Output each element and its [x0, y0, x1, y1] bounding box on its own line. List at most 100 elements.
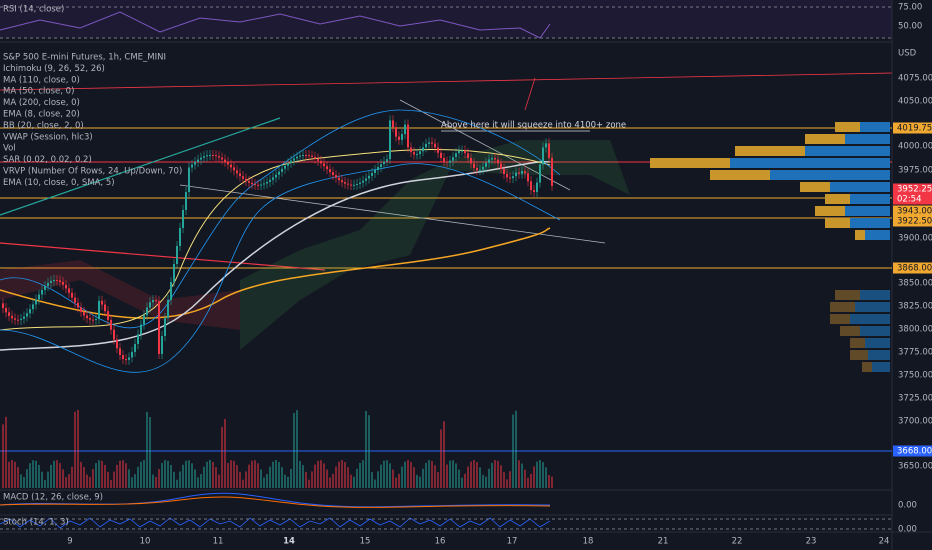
- candle-body: [11, 315, 13, 319]
- volume-bar: [236, 465, 238, 488]
- volume-bar: [221, 426, 223, 488]
- candle-body: [461, 150, 463, 152]
- profile-down: [825, 218, 850, 228]
- volume-bar: [299, 460, 301, 488]
- candle-body: [482, 166, 484, 170]
- volume-bar: [365, 410, 367, 488]
- volume-bar: [131, 477, 133, 488]
- candle-body: [422, 147, 424, 152]
- candle-body: [548, 143, 550, 158]
- candle-body: [77, 302, 79, 308]
- volume-bar: [218, 474, 220, 488]
- volume-bar: [104, 464, 106, 488]
- volume-bar: [293, 412, 295, 488]
- candle-body: [236, 170, 238, 174]
- volume-bar: [509, 471, 511, 488]
- volume-bar: [476, 462, 478, 488]
- candle-body: [383, 161, 385, 165]
- volume-bar: [83, 466, 85, 488]
- currency: USD: [898, 49, 917, 59]
- candle-body: [374, 169, 376, 173]
- price-axis-label: 3725.00: [898, 394, 932, 404]
- volume-bar: [245, 471, 247, 488]
- volume-bar: [491, 462, 493, 488]
- candle-body: [509, 177, 511, 179]
- candle-body: [281, 168, 283, 172]
- candle-body: [302, 155, 304, 157]
- volume-bar: [269, 466, 271, 488]
- profile-up: [830, 182, 890, 192]
- volume-bar: [443, 421, 445, 488]
- volume-bar: [284, 474, 286, 488]
- candle-body: [356, 183, 358, 185]
- candle-body: [200, 157, 202, 160]
- candle-body: [293, 158, 295, 161]
- volume-bar: [473, 460, 475, 488]
- volume-bar: [533, 466, 535, 488]
- candle-body: [488, 159, 490, 163]
- volume-bar: [329, 477, 331, 488]
- profile-up: [860, 122, 890, 132]
- rsi-label: RSI (14, close): [3, 5, 64, 15]
- profile-up: [850, 194, 890, 204]
- volume-bar: [317, 460, 319, 488]
- candle-body: [479, 169, 481, 171]
- profile-down: [815, 206, 845, 216]
- volume-bar: [8, 461, 10, 488]
- volume-bar: [308, 479, 310, 488]
- candle-body: [506, 173, 508, 178]
- candle-body: [269, 179, 271, 182]
- volume-bar: [116, 464, 118, 488]
- volume-bar: [194, 469, 196, 488]
- candle-body: [197, 159, 199, 162]
- candle-body: [239, 173, 241, 177]
- volume-bar: [32, 460, 34, 488]
- stoch-axis-label: 0.00: [898, 525, 917, 535]
- candle-body: [209, 155, 211, 157]
- time-axis-label: 14: [283, 537, 295, 547]
- candle-body: [131, 351, 133, 358]
- volume-bar: [215, 467, 217, 488]
- volume-bar: [539, 460, 541, 488]
- candle-body: [326, 166, 328, 170]
- volume-bar: [332, 474, 334, 488]
- candle-body: [14, 318, 16, 320]
- volume-bar: [29, 463, 31, 488]
- price-tag-bg: [893, 215, 932, 227]
- candle-body: [365, 178, 367, 181]
- price-axis-label: 3650.00: [898, 462, 932, 472]
- volume-bar: [50, 464, 52, 488]
- volume-bar: [209, 460, 211, 488]
- volume-bar: [92, 469, 94, 488]
- candle-body: [188, 167, 190, 192]
- ma-110: [0, 160, 551, 351]
- volume-bar: [161, 463, 163, 488]
- indicator-legend: Vol: [3, 144, 16, 154]
- volume-bar: [143, 460, 145, 488]
- candle-body: [551, 157, 553, 186]
- volume-bar: [80, 461, 82, 488]
- candle-body: [491, 158, 493, 160]
- volume-bar: [458, 469, 460, 488]
- candle-body: [458, 150, 460, 154]
- volume-bar: [137, 466, 139, 488]
- volume: [2, 410, 553, 488]
- volume-bar: [230, 460, 232, 488]
- candle-body: [320, 160, 322, 164]
- time-axis-label: 24: [879, 537, 890, 547]
- candle-body: [194, 161, 196, 165]
- candle-body: [173, 264, 175, 282]
- price-tag-bg: [893, 445, 932, 457]
- candle-body: [287, 163, 289, 166]
- volume-bar: [416, 474, 418, 488]
- volume-bar: [62, 469, 64, 488]
- candle-body: [227, 161, 229, 165]
- volume-bar: [248, 464, 250, 488]
- trend-line: [0, 72, 893, 91]
- indicator-legend: EMA (10, close, 0, SMA, 5): [3, 178, 115, 188]
- price-tag: 02:54: [897, 195, 922, 205]
- volume-bar: [362, 460, 364, 488]
- price-axis-label: 3700.00: [898, 417, 932, 427]
- candle-body: [155, 300, 157, 302]
- time-axis-label: 11: [213, 537, 224, 547]
